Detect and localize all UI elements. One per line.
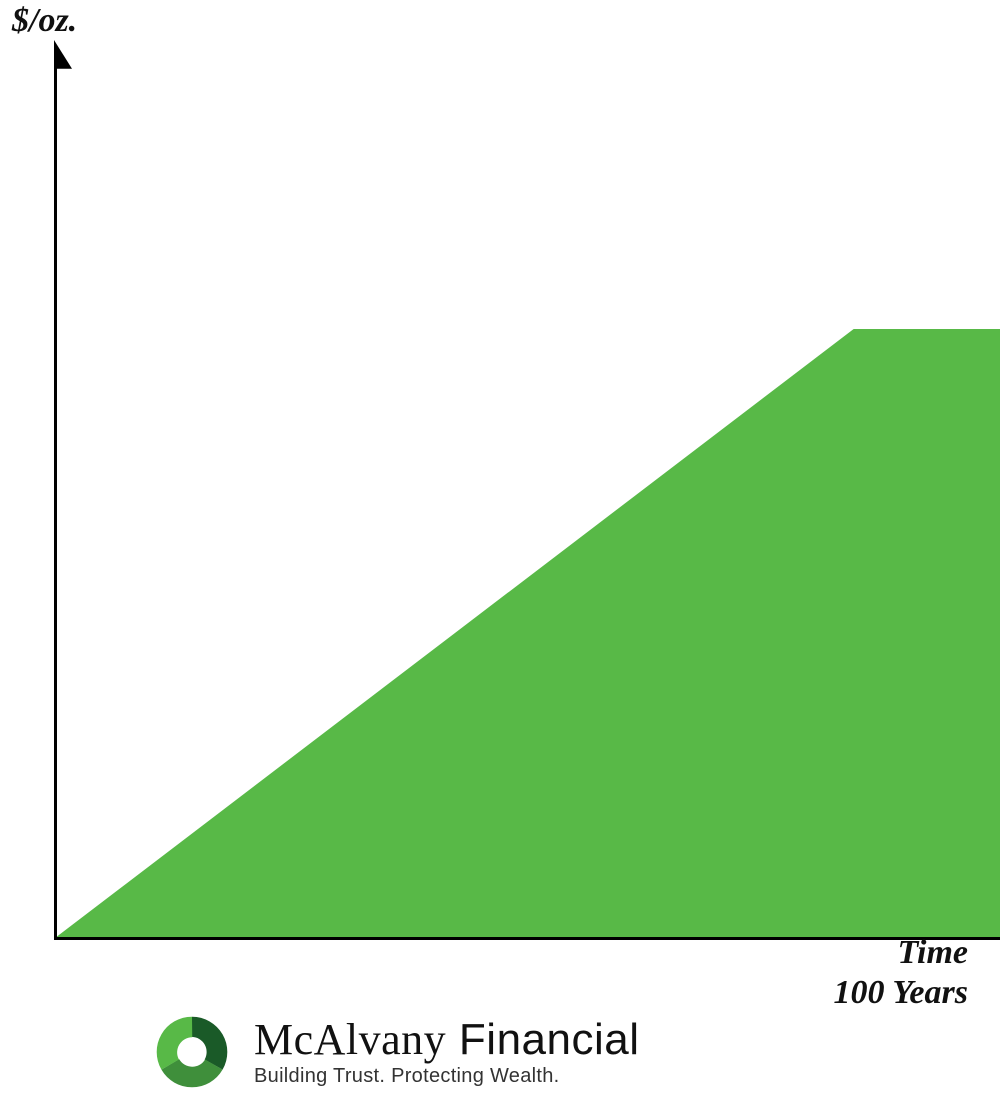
chart-svg <box>54 40 1000 940</box>
brand-subtitle: Building Trust. Protecting Wealth. <box>254 1066 640 1087</box>
brand-text: McAlvany Financial Building Trust. Prote… <box>254 1017 640 1086</box>
y-axis-label: $/oz. <box>12 2 77 40</box>
x-axis-label-line2: 100 Years <box>834 974 968 1012</box>
brand-name-strong: McAlvany <box>254 1015 446 1064</box>
brand-name: McAlvany Financial <box>254 1017 640 1063</box>
brand-logo-block: McAlvany Financial Building Trust. Prote… <box>150 1010 640 1094</box>
x-axis-label-line1: Time <box>898 934 969 972</box>
gold-price-chart: $/oz. Time 100 Years <box>0 0 1000 1000</box>
brand-logo-icon <box>150 1010 234 1094</box>
plot-area <box>54 40 1000 940</box>
brand-name-light: Financial <box>459 1015 640 1064</box>
